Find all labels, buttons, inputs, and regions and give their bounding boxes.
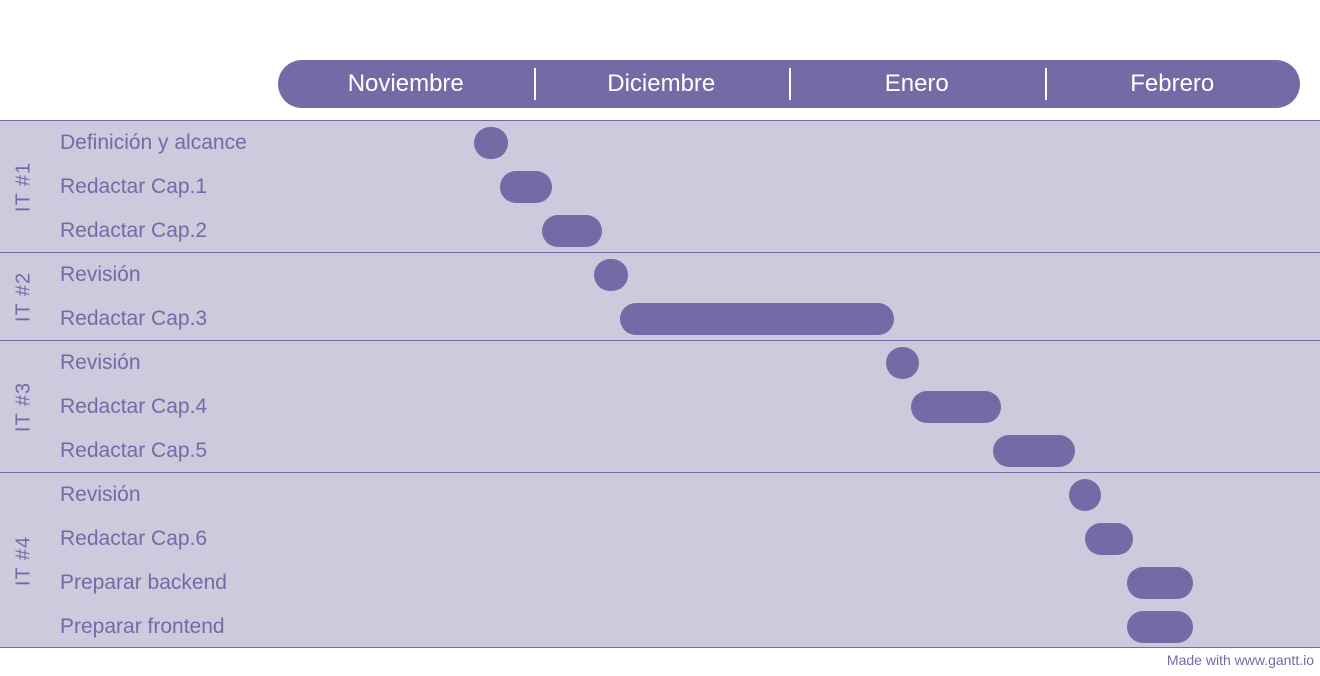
task-label: Redactar Cap.5 — [60, 439, 208, 462]
task-label: Preparar backend — [60, 571, 227, 594]
task-bar[interactable] — [474, 127, 509, 159]
footer-credit: Made with www.gantt.io — [1166, 652, 1314, 668]
group-label-text: IT #1 — [12, 161, 35, 213]
group-label-text: IT #3 — [12, 381, 35, 433]
month-header: Noviembre Diciembre Enero Febrero — [278, 60, 1300, 108]
task-bar[interactable] — [1126, 611, 1193, 643]
task-bar[interactable] — [1126, 567, 1193, 599]
task-bar[interactable] — [911, 391, 1002, 423]
task-label: Revisión — [60, 351, 141, 374]
group-separator — [0, 472, 1320, 473]
task-bar[interactable] — [1068, 479, 1101, 511]
gantt-chart: IT #1 Definición y alcance Redactar Cap.1 R… — [0, 120, 1320, 648]
group-label-text: IT #2 — [12, 271, 35, 323]
month-label: Diciembre — [533, 60, 790, 108]
task-bar[interactable] — [1084, 523, 1133, 555]
group-label-text: IT #4 — [12, 535, 35, 587]
task-bar[interactable] — [542, 215, 602, 247]
task-bar[interactable] — [593, 259, 628, 291]
task-label: Redactar Cap.4 — [60, 395, 208, 418]
task-label: Redactar Cap.1 — [60, 175, 208, 198]
task-bar[interactable] — [619, 303, 895, 335]
task-label: Redactar Cap.2 — [60, 219, 208, 242]
task-label: Revisión — [60, 483, 141, 506]
group-separator — [0, 252, 1320, 253]
task-label: Preparar frontend — [60, 615, 225, 638]
month-label: Noviembre — [347, 70, 464, 97]
task-bar[interactable] — [499, 171, 552, 203]
task-bar[interactable] — [886, 347, 920, 379]
group-separator — [0, 340, 1320, 341]
task-label: Revisión — [60, 263, 141, 286]
month-label: Febrero — [1044, 60, 1301, 108]
task-label: Redactar Cap.3 — [60, 307, 208, 330]
task-bar[interactable] — [993, 435, 1075, 467]
task-label: Redactar Cap.6 — [60, 527, 208, 550]
task-label: Definición y alcance — [60, 131, 247, 154]
month-label: Enero — [789, 60, 1045, 108]
